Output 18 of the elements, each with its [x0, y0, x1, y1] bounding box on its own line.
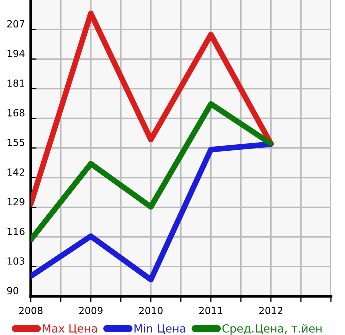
- y-tick-label: 90: [7, 287, 19, 295]
- legend-label: Сред.Цена, т.йен: [222, 324, 322, 335]
- y-tick-label: 207: [8, 20, 25, 28]
- y-tick-label: 181: [8, 80, 24, 88]
- y-tick-label: 168: [8, 109, 25, 117]
- legend-label: Min Цена: [134, 324, 186, 334]
- y-tick-label: 103: [8, 258, 25, 265]
- y-tick-label: 155: [8, 139, 25, 146]
- y-tick-label: 129: [8, 198, 25, 206]
- x-tick-label: 2010: [139, 307, 163, 314]
- y-tick-label: 194: [8, 50, 25, 58]
- y-tick-label: 142: [8, 168, 24, 176]
- y-tick-label: 116: [8, 228, 25, 236]
- x-tick-label: 2008: [19, 307, 43, 314]
- x-tick-label: 2009: [79, 307, 103, 314]
- x-tick-label: 2011: [199, 307, 223, 314]
- legend-label: Max Цена: [43, 324, 98, 334]
- x-tick-label: 2012: [260, 307, 283, 314]
